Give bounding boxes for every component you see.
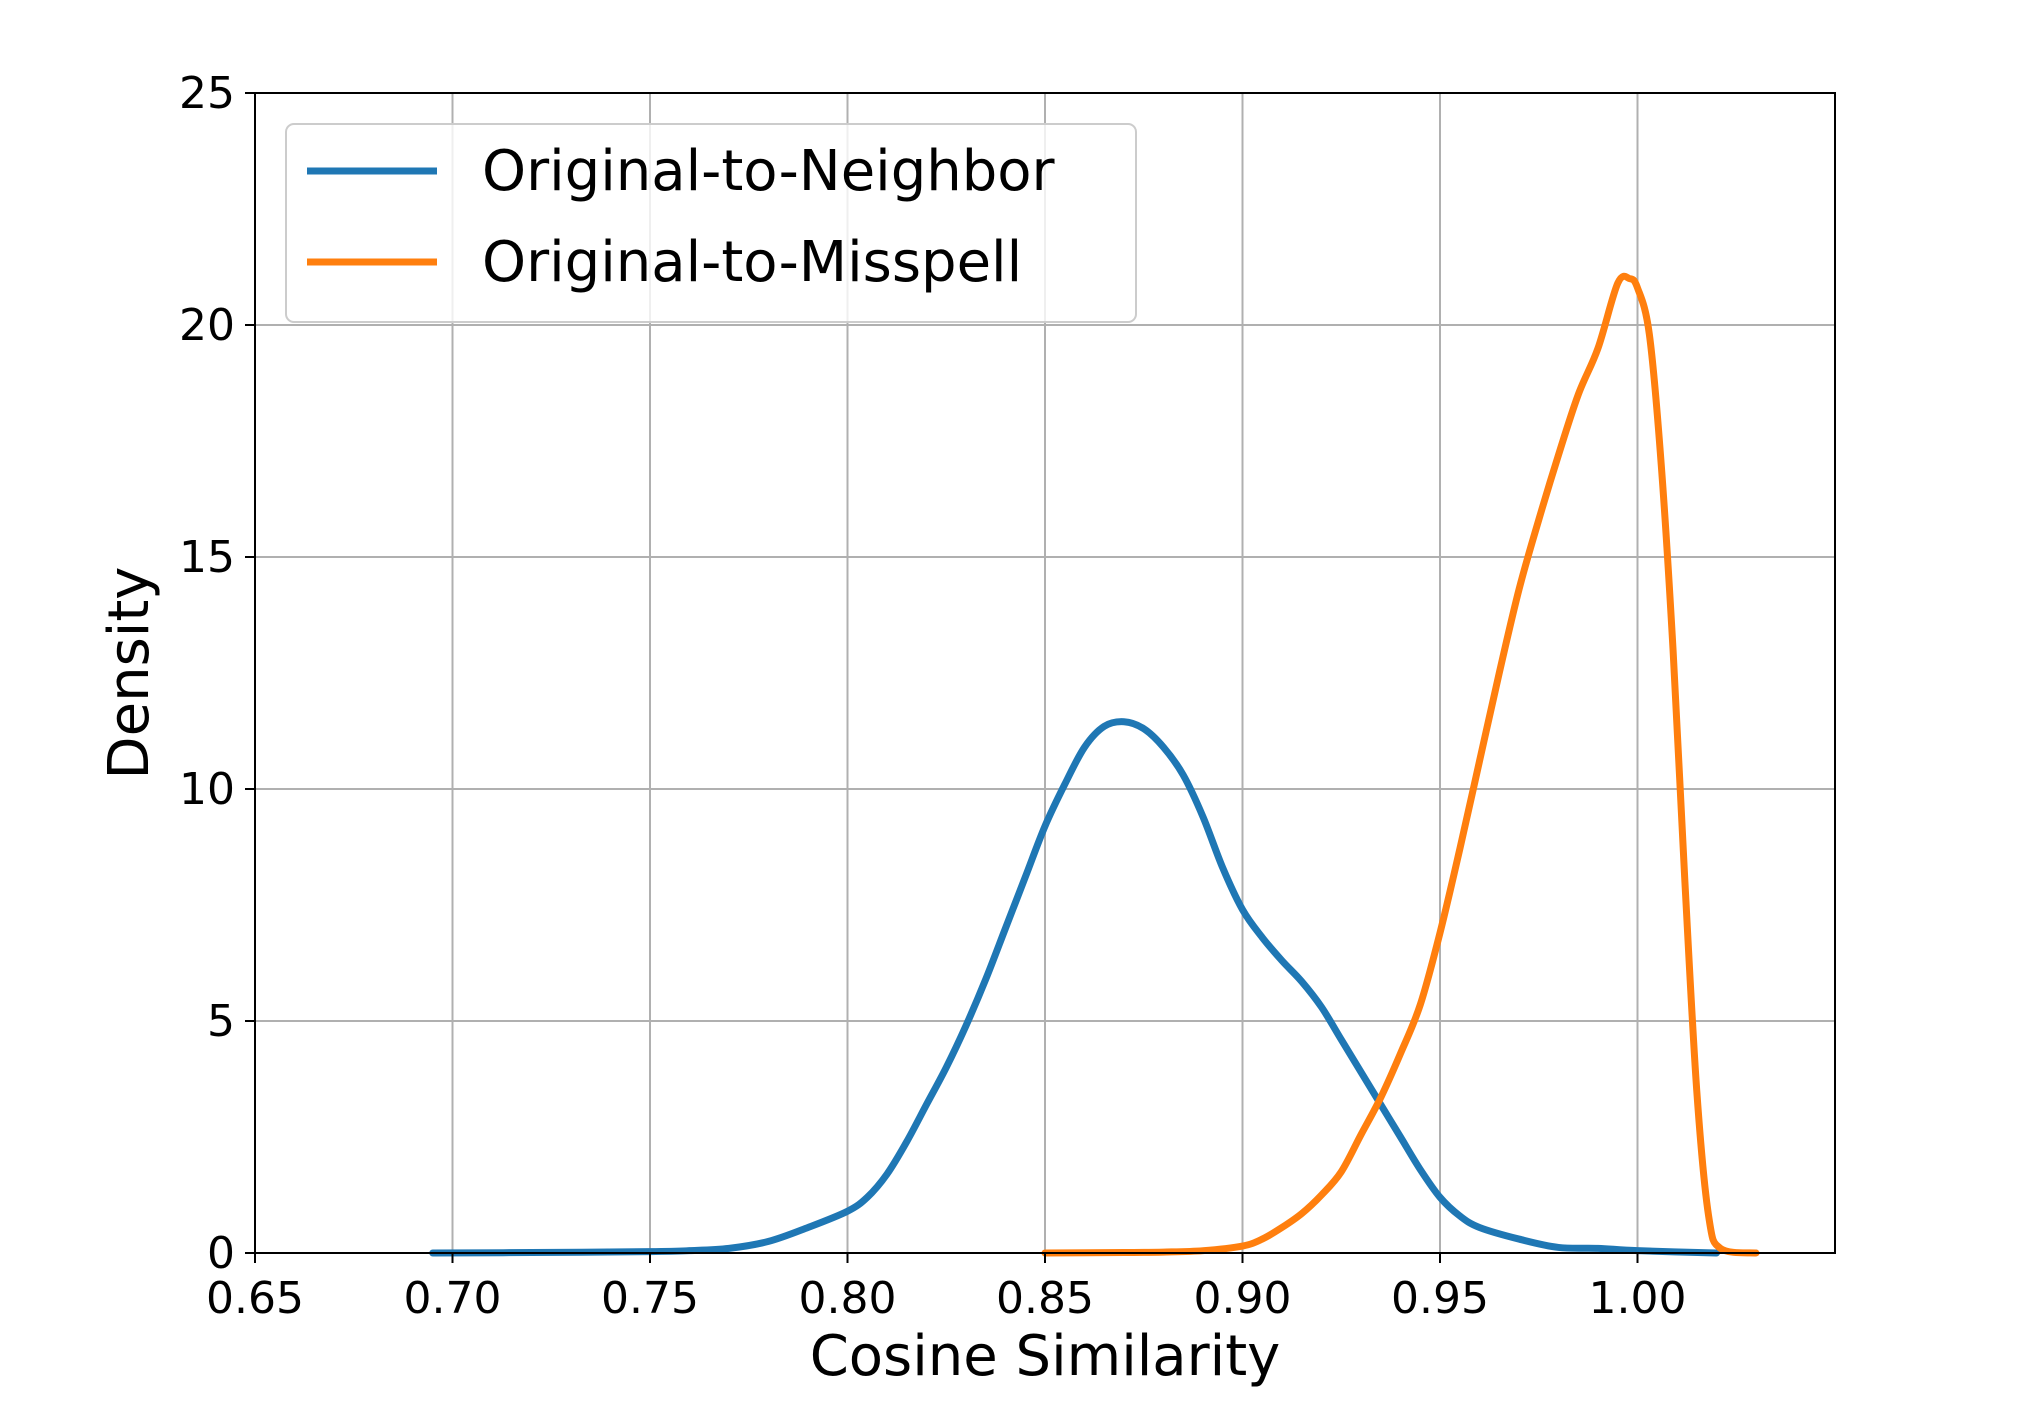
series-line-original-to-misspell	[1041, 272, 1760, 1257]
series-layer	[429, 272, 1760, 1257]
x-axis-label: Cosine Similarity	[810, 1324, 1281, 1389]
y-axis-ticks: 0 5 10 15 20 25	[179, 68, 255, 1279]
x-axis-ticks: 0.65 0.70 0.75 0.80 0.85 0.90 0.95 1.00	[206, 1253, 1686, 1324]
x-tick-label-1-00: 1.00	[1589, 1273, 1687, 1324]
y-tick-label-5: 5	[207, 996, 235, 1047]
legend-box	[285, 123, 1137, 323]
x-tick-label-0-80: 0.80	[799, 1273, 897, 1324]
x-tick-label-0-90: 0.90	[1194, 1273, 1292, 1324]
y-tick-label-10: 10	[179, 764, 235, 815]
y-tick-label-25: 25	[179, 68, 235, 119]
x-tick-label-0-70: 0.70	[404, 1273, 502, 1324]
x-tick-label-0-95: 0.95	[1391, 1273, 1489, 1324]
y-axis-label: Density	[97, 567, 162, 780]
legend: Original-to-Neighbor Original-to-Misspel…	[285, 123, 1137, 323]
y-tick-label-0: 0	[207, 1228, 235, 1279]
legend-label-original-to-misspell: Original-to-Misspell	[482, 230, 1022, 295]
y-tick-label-20: 20	[179, 300, 235, 351]
series-line-original-to-neighbor	[429, 718, 1720, 1257]
x-tick-label-0-65: 0.65	[206, 1273, 304, 1324]
x-tick-label-0-85: 0.85	[996, 1273, 1094, 1324]
legend-label-original-to-neighbor: Original-to-Neighbor	[482, 139, 1056, 204]
y-tick-label-15: 15	[179, 532, 235, 583]
x-tick-label-0-75: 0.75	[601, 1273, 699, 1324]
